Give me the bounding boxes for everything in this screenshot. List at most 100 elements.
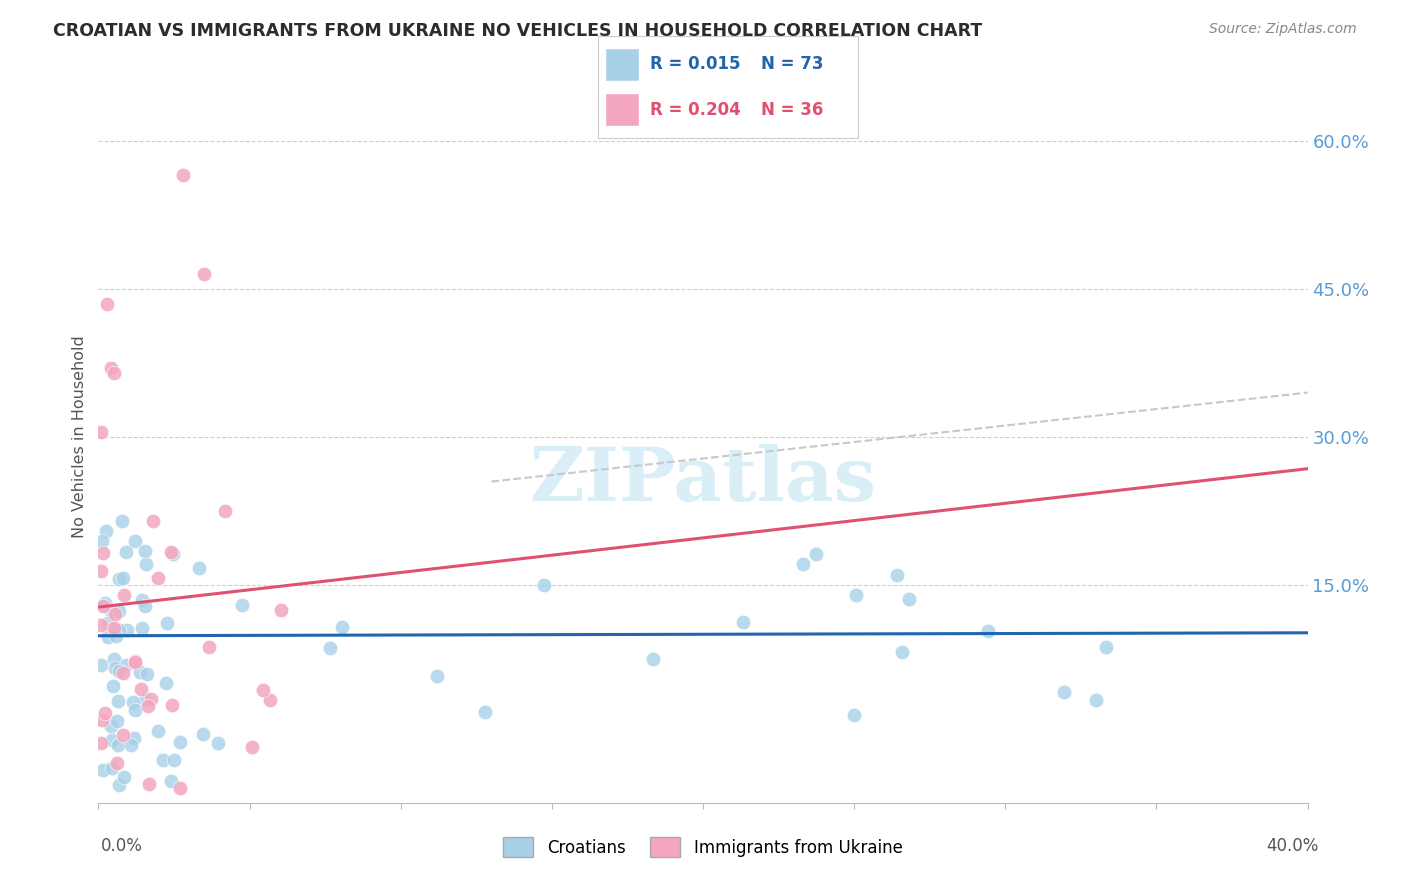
Point: [91, 599, 114, 614]
Point: [1053, 685, 1076, 699]
Point: [134, 693, 156, 707]
Point: [107, 694, 129, 708]
Point: [124, 654, 146, 668]
Point: [806, 547, 828, 561]
Point: [90, 736, 112, 750]
Point: [97, 631, 120, 645]
Text: Source: ZipAtlas.com: Source: ZipAtlas.com: [1209, 22, 1357, 37]
Point: [121, 695, 143, 709]
Point: [129, 681, 152, 696]
Point: [120, 738, 142, 752]
Point: [163, 753, 186, 767]
Y-axis label: No Vehicles in Household: No Vehicles in Household: [72, 335, 87, 539]
Point: [162, 698, 184, 712]
Point: [101, 679, 124, 693]
Point: [112, 571, 135, 585]
Point: [172, 168, 194, 182]
Point: [104, 660, 127, 674]
Point: [97, 615, 120, 630]
Point: [330, 620, 353, 634]
Text: R = 0.204: R = 0.204: [650, 101, 741, 119]
Point: [129, 665, 152, 679]
Point: [1085, 693, 1108, 707]
Point: [155, 676, 177, 690]
Text: 40.0%: 40.0%: [1267, 837, 1319, 855]
Text: R = 0.015: R = 0.015: [650, 55, 740, 73]
Point: [112, 665, 135, 680]
Point: [1095, 640, 1118, 655]
Point: [115, 544, 138, 558]
Point: [107, 756, 129, 770]
Point: [108, 665, 131, 679]
Point: [146, 571, 169, 585]
Point: [108, 604, 131, 618]
Point: [96, 296, 118, 310]
Point: [107, 624, 129, 638]
Point: [103, 652, 125, 666]
Point: [533, 578, 555, 592]
Point: [792, 557, 814, 571]
Point: [207, 736, 229, 750]
Point: [842, 707, 865, 722]
Point: [124, 533, 146, 548]
Point: [124, 655, 146, 669]
Point: [91, 713, 114, 727]
Point: [115, 658, 138, 673]
Point: [897, 591, 920, 606]
Point: [134, 543, 156, 558]
Point: [160, 545, 183, 559]
Text: N = 73: N = 73: [762, 55, 824, 73]
Point: [977, 624, 1000, 639]
Point: [270, 602, 292, 616]
Text: N = 36: N = 36: [762, 101, 824, 119]
Point: [252, 683, 274, 698]
Point: [90, 658, 112, 673]
Point: [104, 629, 127, 643]
Point: [112, 589, 135, 603]
Point: [108, 572, 131, 586]
Point: [191, 727, 214, 741]
Text: CROATIAN VS IMMIGRANTS FROM UKRAINE NO VEHICLES IN HOUSEHOLD CORRELATION CHART: CROATIAN VS IMMIGRANTS FROM UKRAINE NO V…: [53, 22, 983, 40]
Point: [107, 738, 129, 752]
Point: [94, 596, 117, 610]
Point: [214, 504, 236, 518]
Point: [101, 761, 124, 775]
Point: [131, 621, 153, 635]
Point: [474, 705, 496, 719]
Point: [134, 599, 156, 613]
Bar: [606, 93, 640, 126]
Point: [142, 514, 165, 528]
Point: [139, 692, 162, 706]
Point: [136, 698, 159, 713]
Point: [240, 740, 263, 755]
Point: [105, 714, 128, 728]
Point: [148, 723, 170, 738]
Point: [162, 547, 184, 561]
Point: [169, 735, 191, 749]
Point: [135, 557, 157, 571]
Point: [122, 731, 145, 745]
Point: [138, 777, 160, 791]
Point: [845, 588, 868, 602]
Point: [426, 669, 449, 683]
Point: [90, 564, 112, 578]
Point: [94, 706, 117, 720]
Point: [90, 533, 112, 548]
Point: [124, 703, 146, 717]
Point: [112, 770, 135, 784]
Point: [198, 640, 221, 654]
Point: [94, 524, 117, 538]
Point: [90, 617, 112, 632]
Point: [101, 733, 124, 747]
Point: [105, 623, 128, 637]
Point: [259, 692, 281, 706]
Point: [641, 651, 664, 665]
Point: [136, 667, 159, 681]
Point: [891, 645, 914, 659]
Point: [100, 603, 122, 617]
Point: [187, 561, 209, 575]
Point: [231, 598, 253, 612]
Text: ZIPatlas: ZIPatlas: [530, 444, 876, 517]
Legend: Croatians, Immigrants from Ukraine: Croatians, Immigrants from Ukraine: [496, 830, 910, 864]
Point: [131, 593, 153, 607]
